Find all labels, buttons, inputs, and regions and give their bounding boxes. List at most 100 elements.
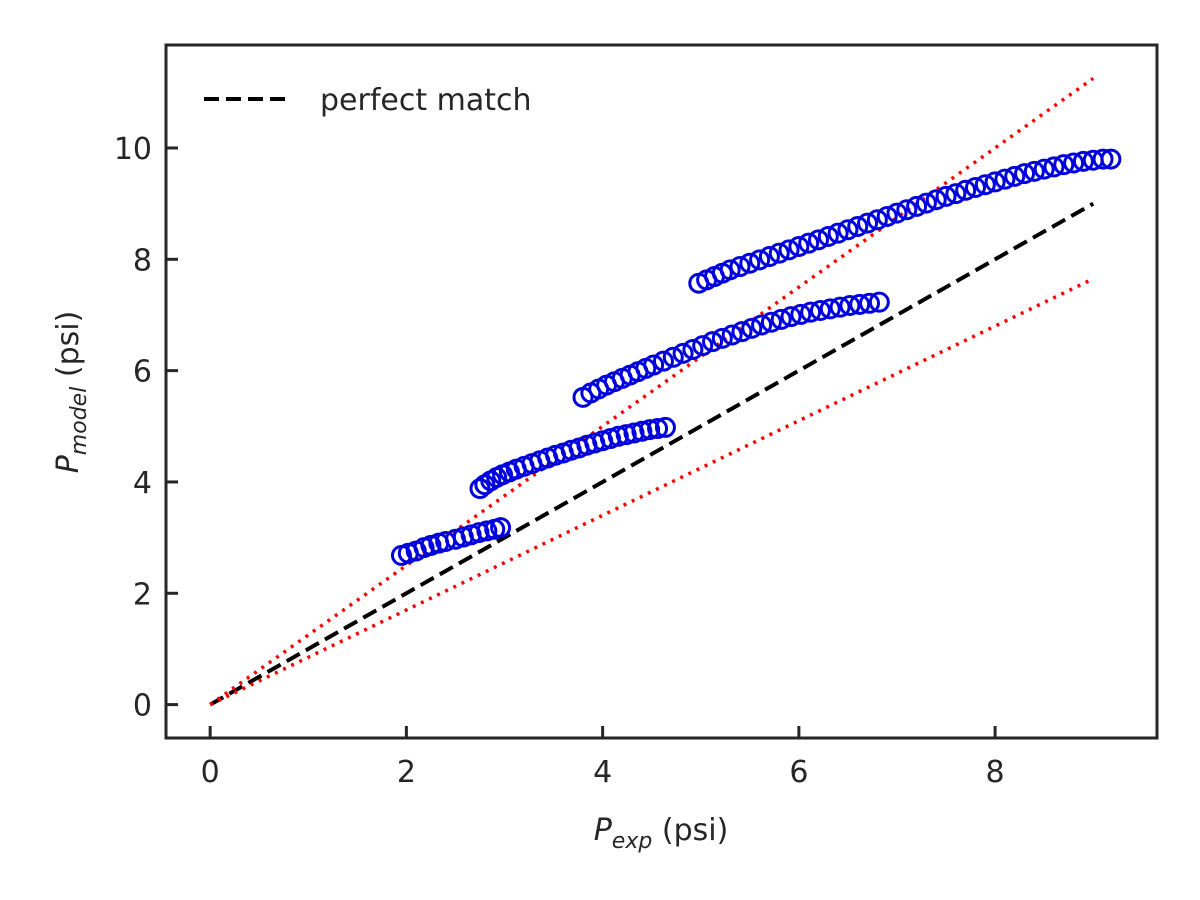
data-point bbox=[886, 202, 908, 224]
data-point bbox=[857, 212, 879, 234]
data-point bbox=[798, 232, 820, 254]
data-point bbox=[1023, 160, 1045, 182]
data-point bbox=[1033, 158, 1055, 180]
bound-line-2 bbox=[209, 277, 1094, 707]
x-axis-label-unit: (psi) bbox=[652, 813, 728, 848]
data-point bbox=[925, 189, 947, 211]
data-point bbox=[607, 425, 629, 447]
data-point bbox=[935, 185, 957, 207]
data-point bbox=[945, 183, 967, 205]
data-point bbox=[1004, 165, 1026, 187]
data-point bbox=[974, 174, 996, 196]
data-point bbox=[906, 195, 928, 217]
data-point bbox=[1014, 163, 1036, 185]
y-axis-label-sub: model bbox=[67, 387, 92, 456]
data-point bbox=[662, 346, 684, 368]
data-point bbox=[819, 298, 841, 320]
data-point bbox=[1053, 154, 1075, 176]
data-point bbox=[739, 252, 761, 274]
data-point bbox=[623, 422, 645, 444]
data-point bbox=[758, 246, 780, 268]
bound-line-1 bbox=[209, 76, 1095, 707]
data-point bbox=[768, 242, 790, 264]
x-axis-label-sub: exp bbox=[612, 829, 653, 854]
data-point bbox=[741, 317, 763, 339]
data-point bbox=[721, 324, 743, 346]
x-axis-label: Pexp (psi) bbox=[594, 813, 729, 854]
data-point bbox=[896, 199, 918, 221]
data-point bbox=[654, 416, 676, 438]
data-point bbox=[468, 522, 490, 544]
y-tick-label: 6 bbox=[133, 355, 152, 390]
data-point bbox=[817, 225, 839, 247]
data-point bbox=[955, 179, 977, 201]
x-axis-ticks: 0 2 4 6 8 bbox=[201, 726, 1005, 790]
data-point bbox=[915, 192, 937, 214]
data-point bbox=[964, 176, 986, 198]
y-axis-ticks: 0 2 4 6 8 10 bbox=[114, 132, 178, 724]
data-point bbox=[692, 335, 714, 357]
data-point bbox=[829, 296, 851, 318]
data-point bbox=[866, 209, 888, 231]
data-point bbox=[760, 311, 782, 333]
data-point bbox=[780, 306, 802, 328]
data-point bbox=[778, 239, 800, 261]
data-point bbox=[672, 342, 694, 364]
x-tick-label: 8 bbox=[986, 755, 1005, 790]
reference-lines bbox=[209, 76, 1095, 707]
data-point bbox=[837, 219, 859, 241]
y-axis-label-main: P bbox=[51, 454, 86, 473]
data-point bbox=[490, 517, 512, 539]
data-point bbox=[809, 300, 831, 322]
y-tick-label: 10 bbox=[114, 132, 152, 167]
data-point bbox=[702, 331, 724, 353]
y-axis-label-unit: (psi) bbox=[51, 311, 86, 387]
data-point bbox=[731, 321, 753, 343]
data-point bbox=[807, 229, 829, 251]
data-point bbox=[1092, 148, 1114, 170]
data-point bbox=[1043, 156, 1065, 178]
data-point bbox=[847, 215, 869, 237]
y-tick-label: 2 bbox=[133, 577, 152, 612]
data-point bbox=[868, 291, 890, 313]
data-point bbox=[647, 418, 669, 440]
x-tick-label: 2 bbox=[397, 755, 416, 790]
data-point bbox=[849, 293, 871, 315]
data-point bbox=[859, 292, 881, 314]
y-tick-label: 8 bbox=[133, 243, 152, 278]
data-point bbox=[827, 222, 849, 244]
data-point bbox=[631, 420, 653, 442]
data-point bbox=[790, 303, 812, 325]
data-point bbox=[839, 295, 861, 317]
data-point bbox=[682, 338, 704, 360]
x-axis-label-main: P bbox=[594, 813, 613, 848]
data-points bbox=[390, 148, 1122, 566]
x-tick-label: 0 bbox=[201, 755, 220, 790]
y-axis-label: Pmodel (psi) bbox=[51, 311, 92, 474]
y-tick-label: 4 bbox=[133, 466, 152, 501]
y-tick-label: 0 bbox=[133, 689, 152, 724]
data-point bbox=[749, 249, 771, 271]
data-point bbox=[1063, 152, 1085, 174]
data-point bbox=[1100, 148, 1122, 170]
data-point bbox=[476, 520, 498, 542]
data-point bbox=[994, 168, 1016, 190]
data-point bbox=[770, 308, 792, 330]
plot-frame bbox=[164, 43, 1159, 740]
data-point bbox=[876, 205, 898, 227]
legend-label-perfect-match: perfect match bbox=[320, 83, 532, 118]
x-tick-label: 6 bbox=[789, 755, 808, 790]
data-point bbox=[1072, 150, 1094, 172]
perfect-match-line bbox=[209, 201, 1095, 707]
data-point bbox=[788, 235, 810, 257]
data-point bbox=[615, 424, 637, 446]
data-point bbox=[751, 314, 773, 336]
data-point bbox=[729, 256, 751, 278]
x-tick-label: 4 bbox=[593, 755, 612, 790]
data-point bbox=[652, 350, 674, 372]
legend: perfect match bbox=[204, 83, 532, 118]
data-point bbox=[719, 259, 741, 281]
data-point bbox=[984, 171, 1006, 193]
data-point bbox=[643, 354, 665, 376]
